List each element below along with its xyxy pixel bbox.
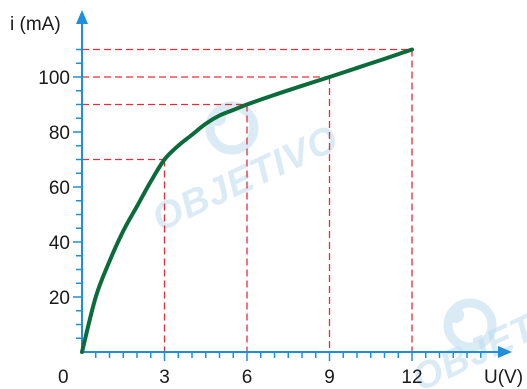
- y-tick-label-20: 20: [49, 288, 70, 309]
- series-line-0: [80, 47, 414, 354]
- watermark: OBJETIVO OBJETIVO: [146, 101, 527, 389]
- y-tick-label-100: 100: [38, 68, 70, 89]
- y-tick-label-40: 40: [49, 233, 70, 254]
- x-tick-label-3: 3: [159, 367, 170, 388]
- axes: [76, 10, 512, 358]
- watermark-text: OBJETIVO: [146, 118, 345, 241]
- guide-lines: [82, 48, 413, 352]
- ticks: [73, 48, 482, 361]
- y-axis-title: i (mA): [10, 14, 61, 35]
- x-tick-label-12: 12: [401, 367, 422, 388]
- tick-labels: 3 6 9 12 20 40 60 80 100: [38, 68, 422, 388]
- watermark-logo-icon: [443, 298, 497, 352]
- x-axis-title: U(V): [484, 367, 523, 388]
- x-tick-label-9: 9: [324, 367, 335, 388]
- x-axis-arrow-icon: [498, 346, 512, 358]
- x-tick-label-6: 6: [242, 367, 253, 388]
- data-series: [80, 47, 414, 354]
- origin-label: 0: [58, 367, 69, 388]
- y-tick-label-60: 60: [49, 178, 70, 199]
- y-tick-label-80: 80: [49, 123, 70, 144]
- y-axis-arrow-icon: [76, 10, 88, 24]
